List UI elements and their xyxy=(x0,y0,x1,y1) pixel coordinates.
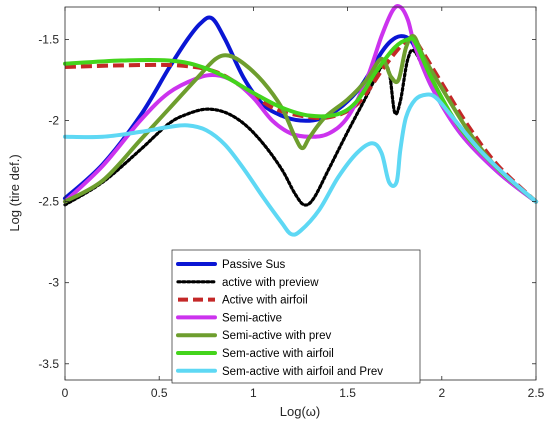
legend-label-1: Passive Sus xyxy=(222,259,286,271)
legend-label-2: active with preview xyxy=(222,277,319,289)
series-line-1 xyxy=(63,15,538,204)
y-tick-label: -3 xyxy=(48,276,59,290)
y-tick-label: -1.5 xyxy=(38,32,59,46)
series-line-4 xyxy=(63,4,538,204)
x-tick-label: 1 xyxy=(250,386,257,400)
x-axis-label: Log(ω) xyxy=(280,404,321,419)
y-tick-label: -2 xyxy=(48,114,59,128)
y-axis-label: Log (tire def.) xyxy=(7,154,22,231)
x-tick-label: 0 xyxy=(62,386,69,400)
series-line-6 xyxy=(63,36,538,204)
y-tick-label: -3.5 xyxy=(38,357,59,371)
series-line-2 xyxy=(63,48,538,207)
tick-layer: 0 0.5 1 1.5 2 2.5 -1.5 -2 -2.5 -3 -3.5 xyxy=(38,7,545,400)
series-layer xyxy=(63,4,538,237)
legend-label-7: Sem-active with airfoil and Prev xyxy=(222,366,383,378)
x-tick-label: 2 xyxy=(438,386,445,400)
legend-label-5: Semi-active with prev xyxy=(222,330,332,342)
y-tick-label: -2.5 xyxy=(38,195,59,209)
legend-label-3: Active with airfoil xyxy=(222,295,308,307)
legend-label-4: Semi-active xyxy=(222,312,282,324)
x-tick-label: 2.5 xyxy=(528,386,545,400)
x-tick-label: 0.5 xyxy=(151,386,168,400)
series-line-7 xyxy=(63,92,538,237)
legend-label-6: Sem-active with airfoil xyxy=(222,348,334,360)
x-tick-label: 1.5 xyxy=(339,386,356,400)
legend: Passive Sus active with preview Active wit… xyxy=(171,249,421,384)
